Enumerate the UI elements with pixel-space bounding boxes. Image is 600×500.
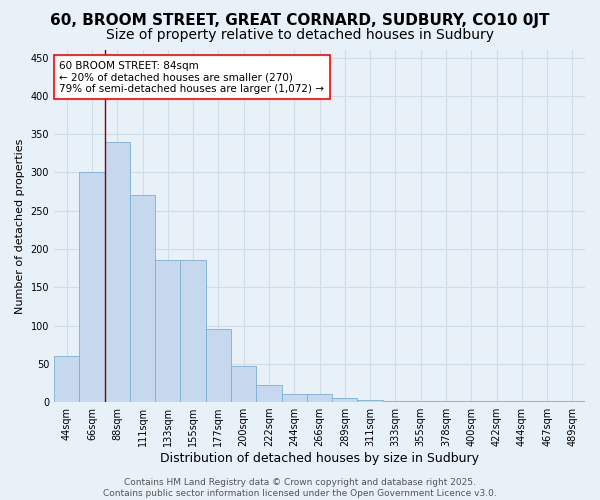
Bar xyxy=(307,394,332,402)
X-axis label: Distribution of detached houses by size in Sudbury: Distribution of detached houses by size … xyxy=(160,452,479,465)
Bar xyxy=(206,330,231,402)
Bar xyxy=(433,400,458,402)
Bar xyxy=(383,400,408,402)
Text: Contains HM Land Registry data © Crown copyright and database right 2025.
Contai: Contains HM Land Registry data © Crown c… xyxy=(103,478,497,498)
Text: 60 BROOM STREET: 84sqm
← 20% of detached houses are smaller (270)
79% of semi-de: 60 BROOM STREET: 84sqm ← 20% of detached… xyxy=(59,60,325,94)
Bar xyxy=(104,142,130,402)
Bar xyxy=(181,260,206,402)
Bar xyxy=(256,385,281,402)
Bar xyxy=(358,400,383,402)
Text: 60, BROOM STREET, GREAT CORNARD, SUDBURY, CO10 0JT: 60, BROOM STREET, GREAT CORNARD, SUDBURY… xyxy=(50,12,550,28)
Text: Size of property relative to detached houses in Sudbury: Size of property relative to detached ho… xyxy=(106,28,494,42)
Bar xyxy=(281,394,307,402)
Bar xyxy=(332,398,358,402)
Bar xyxy=(54,356,79,402)
Y-axis label: Number of detached properties: Number of detached properties xyxy=(15,138,25,314)
Bar xyxy=(130,196,155,402)
Bar xyxy=(231,366,256,402)
Bar xyxy=(408,400,433,402)
Bar xyxy=(155,260,181,402)
Bar xyxy=(79,172,104,402)
